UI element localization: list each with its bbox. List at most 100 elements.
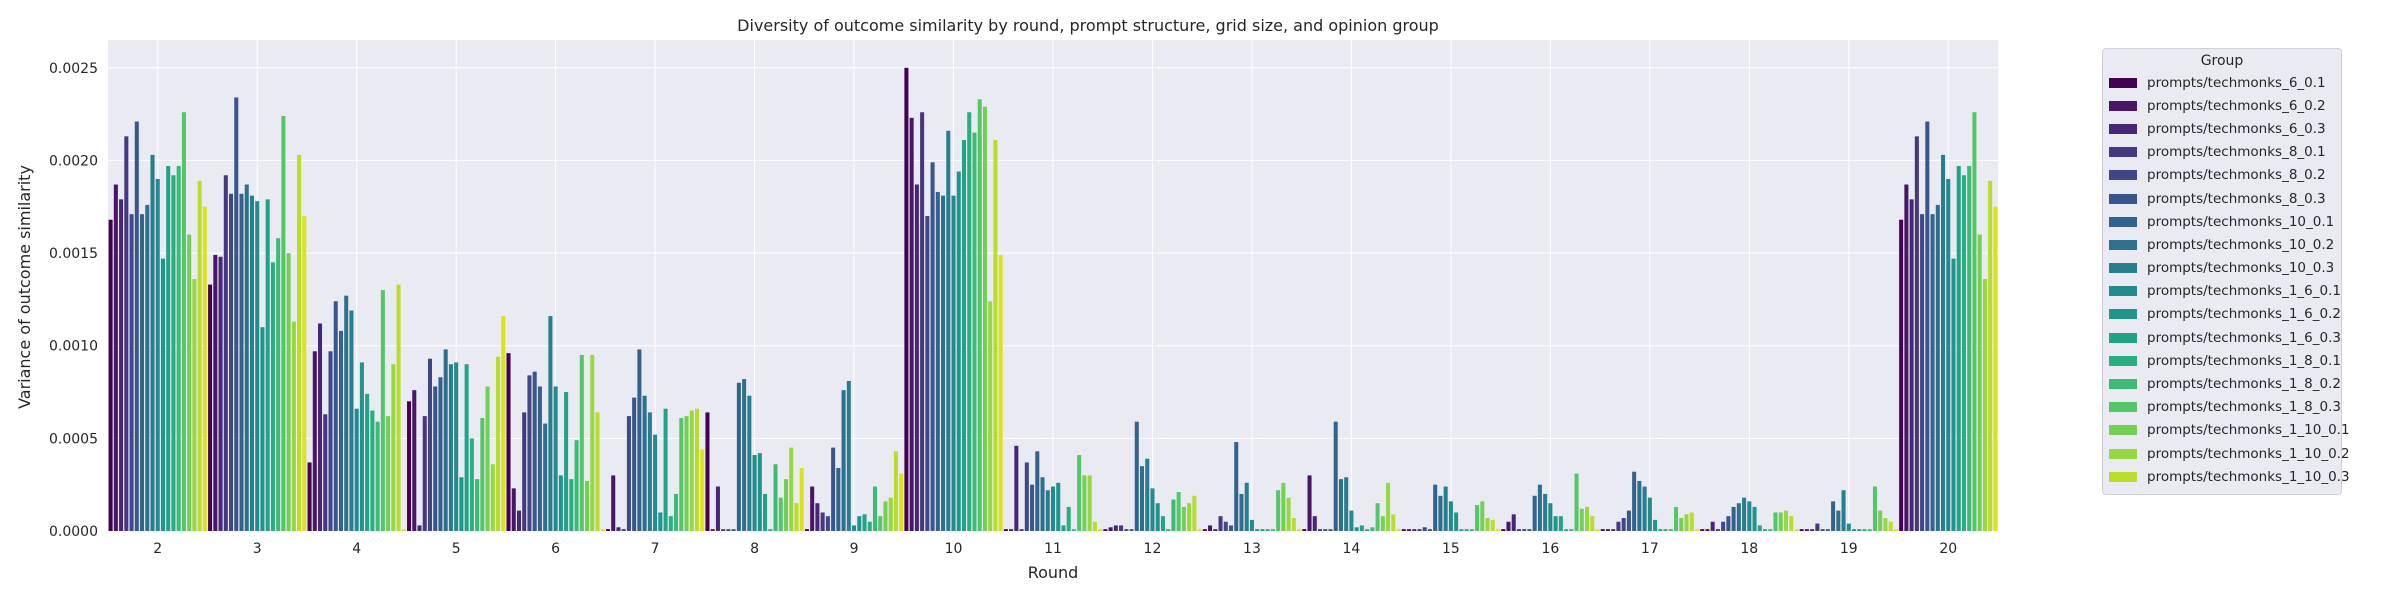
legend-label: prompts/techmonks_1_8_0.2 <box>2147 376 2341 393</box>
bar <box>1438 495 1443 531</box>
bar <box>422 416 427 531</box>
bar <box>1852 529 1857 531</box>
bar <box>925 216 930 532</box>
bar <box>825 516 830 531</box>
bar <box>663 408 668 531</box>
y-tick-label: 0.0015 <box>49 246 98 262</box>
bar <box>956 171 961 531</box>
legend-swatch <box>2109 332 2137 343</box>
bar <box>1590 516 1595 531</box>
bar <box>1920 214 1925 532</box>
legend-item: prompts/techmonks_1_8_0.2 <box>2109 372 2341 395</box>
bar <box>715 486 720 531</box>
legend-item: prompts/techmonks_1_8_0.3 <box>2109 396 2341 419</box>
bar <box>501 316 506 531</box>
bar <box>412 390 417 531</box>
bar <box>1066 506 1071 531</box>
bar <box>349 310 354 531</box>
legend-item: prompts/techmonks_8_0.1 <box>2109 141 2335 164</box>
bar <box>1375 503 1380 531</box>
bar <box>569 479 574 531</box>
bar <box>1595 529 1600 531</box>
bar <box>1297 529 1302 531</box>
x-tick-label: 14 <box>1343 541 1361 557</box>
bar <box>1239 493 1244 531</box>
bar <box>202 206 207 532</box>
bar <box>1061 525 1066 531</box>
legend-swatch <box>2109 402 2137 413</box>
bar <box>668 516 673 531</box>
y-tick-label: 0.0005 <box>49 431 98 447</box>
bar <box>1480 501 1485 531</box>
legend-item: prompts/techmonks_10_0.2 <box>2109 233 2335 256</box>
bar <box>1679 518 1684 531</box>
bar <box>1605 529 1610 531</box>
bar <box>354 408 359 531</box>
bar <box>1396 529 1401 531</box>
bar <box>1391 514 1396 531</box>
bar <box>988 301 993 531</box>
bar <box>1286 497 1291 531</box>
bar <box>726 529 731 531</box>
bar <box>1344 477 1349 531</box>
bar <box>1370 527 1375 531</box>
bar <box>1909 199 1914 532</box>
bar <box>1820 529 1825 531</box>
bar <box>653 434 658 531</box>
legend-label: prompts/techmonks_1_10_0.1 <box>2147 422 2350 439</box>
bar <box>1715 529 1720 531</box>
bar <box>469 438 474 531</box>
bar <box>1338 479 1343 531</box>
bar <box>857 516 862 531</box>
bar <box>1893 529 1898 531</box>
bar <box>1213 529 1218 531</box>
bar <box>1883 518 1888 531</box>
legend-swatch <box>2109 216 2137 227</box>
bar <box>1804 529 1809 531</box>
bar <box>1747 501 1752 531</box>
bar <box>1668 529 1673 531</box>
bar <box>1925 121 1930 531</box>
bar <box>1511 514 1516 531</box>
bar <box>1574 473 1579 531</box>
bar <box>1129 529 1134 531</box>
bar <box>1522 529 1527 531</box>
bar <box>1464 529 1469 531</box>
bar <box>1872 486 1877 531</box>
bar <box>1558 516 1563 531</box>
bar <box>1642 486 1647 531</box>
legend-item: prompts/techmonks_1_10_0.3 <box>2109 465 2350 488</box>
bar <box>1773 512 1778 531</box>
bar <box>490 464 495 531</box>
bar <box>694 408 700 531</box>
bar <box>914 184 919 531</box>
bar <box>920 112 925 531</box>
bar <box>1647 497 1652 531</box>
bar <box>972 132 977 531</box>
bar <box>773 464 778 531</box>
bar <box>1071 529 1076 531</box>
bar <box>1030 484 1035 531</box>
bar <box>464 364 469 531</box>
bar <box>674 493 679 531</box>
bar <box>1684 514 1689 531</box>
bar <box>522 412 527 531</box>
bar <box>1752 506 1757 531</box>
bar <box>909 117 914 531</box>
bar <box>386 416 391 531</box>
bar <box>1113 525 1118 531</box>
bar <box>1626 510 1631 531</box>
bar <box>1077 455 1082 531</box>
legend-swatch <box>2109 448 2137 459</box>
bar <box>1386 482 1391 531</box>
bar <box>475 479 480 531</box>
bar <box>1009 529 1014 531</box>
bar <box>448 364 453 531</box>
x-axis-label: Round <box>1028 563 1079 582</box>
bar <box>1527 529 1532 531</box>
bar <box>1317 529 1323 531</box>
bar <box>265 199 270 532</box>
bar <box>752 455 757 531</box>
legend-item: prompts/techmonks_6_0.3 <box>2109 117 2335 140</box>
